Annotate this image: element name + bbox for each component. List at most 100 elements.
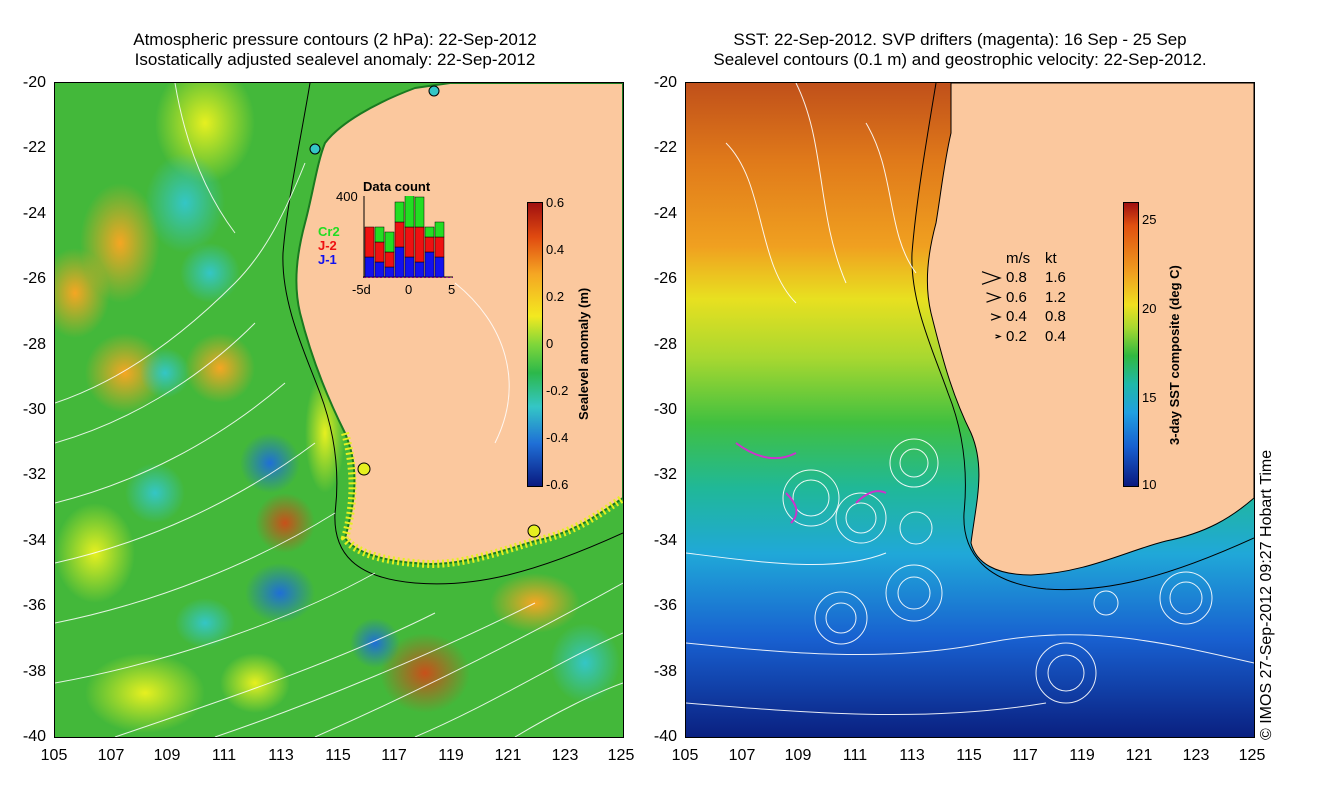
left-title-line2: Isostatically adjusted sealevel anomaly:… [134,50,536,69]
velocity-arrow-sample [986,292,1002,303]
right-title-line2: Sealevel contours (0.1 m) and geostrophi… [713,50,1207,69]
cbar-tick: -0.2 [546,383,569,398]
x-tick: 105 [671,747,699,764]
x-tick: 113 [268,747,294,764]
histogram-bar-j2 [434,236,445,258]
y-tick: -24 [22,205,46,222]
x-tick: 109 [784,747,812,764]
pressure-contours [55,83,623,737]
x-tick: 115 [956,747,982,764]
tide-gauge-marker [309,143,321,155]
y-tick: -22 [653,139,677,156]
cbar-tick: 0.4 [546,242,565,257]
velocity-arrow-samples [981,271,1002,339]
inset-x-tick: -5d [352,282,371,297]
x-tick: 111 [211,747,237,764]
cbar-tick: 0 [546,336,554,351]
legend-cr2: Cr2 [318,224,340,239]
right-title-line1: SST: 22-Sep-2012. SVP drifters (magenta)… [733,30,1187,49]
sst-map [685,82,1255,738]
x-tick: 115 [325,747,351,764]
y-tick: -36 [22,597,46,614]
histogram-bar-cr2 [424,226,435,238]
coast-yellow-band [340,431,623,568]
legend-kt: 1.2 [1045,289,1066,306]
histogram-bar-j1 [364,256,375,278]
y-tick: -20 [22,74,46,91]
histogram-bar-j2 [404,226,415,258]
x-tick: 125 [1238,747,1266,764]
x-tick: 123 [1182,747,1210,764]
velocity-arrow-sample [990,313,1002,321]
histogram-bar-j2 [414,226,425,263]
x-tick: 117 [381,747,407,764]
histogram-bar-j1 [394,246,405,278]
cbar-tick: 0.2 [546,289,565,304]
legend-ms: 0.4 [1006,308,1027,325]
drifter-tracks [735,442,887,524]
tide-gauge-marker [428,85,440,97]
histogram-bar-j1 [414,261,425,278]
histogram-bar-cr2 [404,196,415,228]
imos-credit: © IMOS 27-Sep-2012 09:27 Hobart Time [1258,449,1275,740]
legend-ms: 0.8 [1006,269,1027,286]
y-tick: -36 [653,597,677,614]
legend-header-kt: kt [1045,250,1057,267]
legend-kt: 0.4 [1045,328,1066,345]
x-tick: 109 [153,747,181,764]
histogram-bar-j1 [384,266,395,278]
tide-gauge-marker [357,462,371,476]
x-tick: 113 [899,747,925,764]
x-tick: 107 [728,747,756,764]
x-tick: 119 [438,747,464,764]
histogram-bar-cr2 [414,196,425,228]
inset-x-tick: 5 [448,282,456,297]
histogram-bar-j2 [394,221,405,248]
x-tick: 121 [1125,747,1153,764]
histogram-bar-j2 [364,226,375,258]
y-tick: -24 [653,205,677,222]
cbar-tick: -0.4 [546,430,569,445]
shelf-contour [282,83,623,585]
shelf-contour [911,83,1254,591]
legend-j2: J-2 [318,238,337,253]
sealevel-contours [686,83,1254,716]
histogram-bar-cr2 [394,201,405,223]
sealevel-colorbar-label: Sealevel anomaly (m) [576,287,591,420]
land-mass [926,83,1254,576]
sst-colorbar [1123,202,1139,487]
y-tick: -28 [22,336,46,353]
histogram-bar-j1 [434,256,445,278]
y-tick: -20 [653,74,677,91]
y-tick: -34 [22,532,46,549]
tide-gauge-marker [527,524,541,538]
inset-title: Data count [363,179,431,194]
y-tick: -22 [22,139,46,156]
y-tick: -32 [22,466,46,483]
histogram-bar-cr2 [384,231,395,253]
inset-ymax-label: 400 [336,189,358,204]
x-tick: 119 [1069,747,1095,764]
histogram-bar-j2 [374,241,385,263]
x-tick: 111 [842,747,868,764]
legend-kt: 1.6 [1045,269,1066,286]
histogram-bar-j1 [424,251,435,278]
x-tick: 121 [494,747,522,764]
cbar-tick: 25 [1142,212,1157,227]
y-tick: -26 [653,270,677,287]
y-tick: -38 [653,663,677,680]
cbar-tick: 0.6 [546,195,565,210]
y-tick: -34 [653,532,677,549]
legend-kt: 0.8 [1045,308,1066,325]
histogram-bar-cr2 [374,226,385,243]
sst-colorbar-label: 3-day SST composite (deg C) [1167,265,1182,445]
legend-j1: J-1 [318,252,337,267]
inset-histogram [363,196,453,278]
left-title-line1: Atmospheric pressure contours (2 hPa): 2… [133,30,537,49]
y-tick: -28 [653,336,677,353]
x-tick: 123 [551,747,579,764]
y-tick: -32 [653,466,677,483]
legend-ms: 0.6 [1006,289,1027,306]
x-tick: 107 [97,747,125,764]
histogram-bar-j2 [424,236,435,253]
